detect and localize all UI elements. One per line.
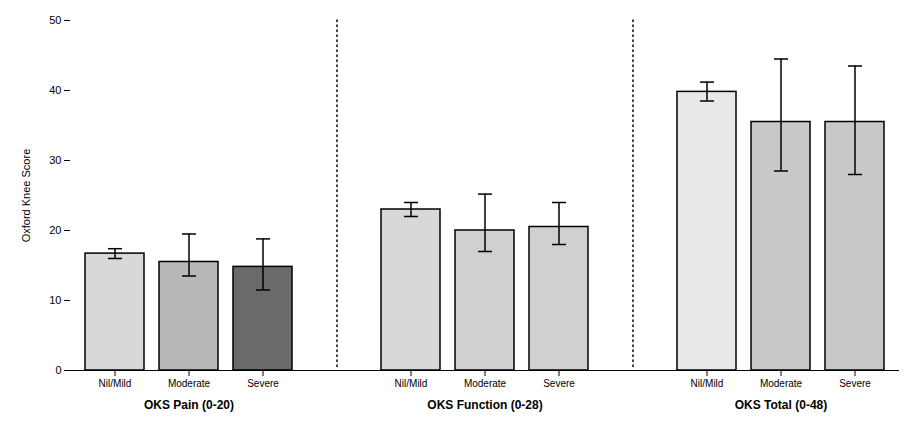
svg-text:Severe: Severe	[247, 378, 279, 389]
svg-text:40: 40	[49, 84, 61, 96]
svg-text:Severe: Severe	[543, 378, 575, 389]
svg-text:50: 50	[49, 14, 61, 26]
svg-text:OKS Function (0-28): OKS Function (0-28)	[427, 398, 542, 412]
svg-text:30: 30	[49, 154, 61, 166]
svg-text:Nil/Mild: Nil/Mild	[395, 378, 428, 389]
svg-text:0: 0	[55, 364, 61, 376]
svg-text:Moderate: Moderate	[464, 378, 507, 389]
svg-text:20: 20	[49, 224, 61, 236]
svg-text:Nil/Mild: Nil/Mild	[691, 378, 724, 389]
svg-text:OKS Total (0-48): OKS Total (0-48)	[735, 398, 827, 412]
svg-text:Nil/Mild: Nil/Mild	[99, 378, 132, 389]
svg-text:Moderate: Moderate	[760, 378, 803, 389]
svg-text:Oxford Knee Score: Oxford Knee Score	[20, 149, 32, 243]
svg-text:Severe: Severe	[839, 378, 871, 389]
svg-text:Moderate: Moderate	[168, 378, 211, 389]
svg-text:OKS Pain (0-20): OKS Pain (0-20)	[144, 398, 234, 412]
svg-text:10: 10	[49, 294, 61, 306]
